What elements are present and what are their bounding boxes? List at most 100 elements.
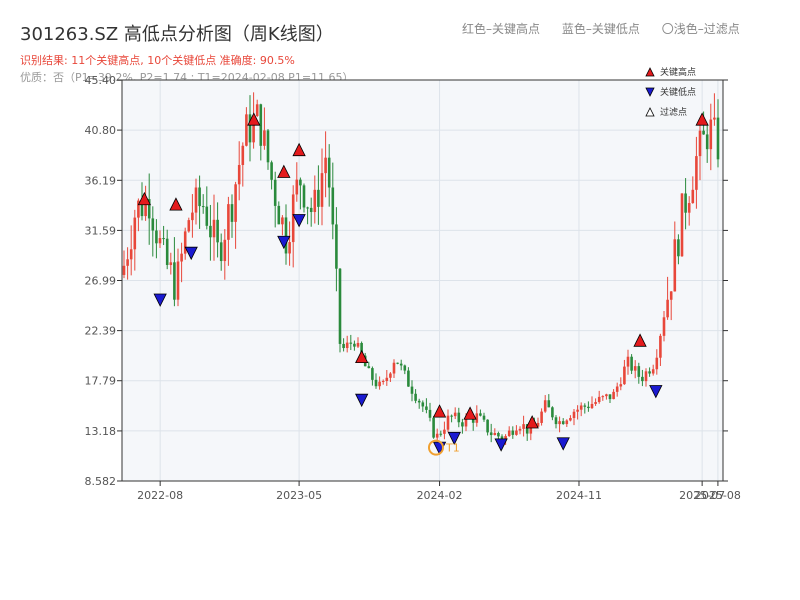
candle-body — [219, 242, 223, 262]
candle-body — [507, 430, 511, 437]
candle-body — [450, 415, 453, 417]
candle-body — [684, 193, 687, 213]
candle-body — [320, 173, 324, 207]
legend-red-text: 红色–关键高点 — [462, 22, 541, 36]
candle-body — [342, 343, 345, 349]
candle-body — [237, 164, 241, 185]
key-high-marker — [463, 406, 477, 420]
candle-body — [597, 396, 601, 403]
candle-body — [133, 217, 137, 250]
top-legend: 红色–关键高点 蓝色–关键低点 〇浅色–过滤点 — [462, 20, 758, 37]
candle-body — [234, 184, 237, 222]
candle-body — [201, 206, 205, 208]
key-high-marker — [169, 197, 183, 211]
candle-body — [594, 402, 597, 404]
candle-body — [486, 419, 489, 433]
candle-body — [288, 242, 291, 254]
candle-body — [504, 436, 507, 440]
candle-body — [302, 185, 306, 208]
candle-body — [129, 249, 133, 260]
key-low-marker — [184, 246, 198, 261]
key-low-marker — [153, 293, 167, 307]
candle-body — [705, 134, 709, 150]
candle-body — [223, 239, 227, 262]
candle-body — [576, 409, 579, 412]
candle-body — [579, 405, 583, 410]
candle-body — [655, 357, 659, 370]
candle-body — [464, 417, 468, 427]
candle-body — [173, 262, 176, 300]
candle-body — [284, 217, 288, 254]
x-tick-label: 2025-08 — [695, 489, 741, 502]
candle-body — [255, 104, 259, 117]
candle-body — [702, 130, 705, 135]
candle-body — [698, 130, 702, 157]
candle-body — [176, 261, 180, 300]
candle-body — [619, 384, 623, 387]
candle-body — [227, 204, 230, 240]
key-low-marker — [494, 438, 508, 452]
y-tick-label: 13.18 — [85, 425, 117, 438]
key-high-marker — [277, 164, 291, 178]
candle-body — [230, 204, 234, 222]
y-tick-label: 36.19 — [85, 174, 117, 187]
summary-text: 识别结果: 11个关键高点, 10个关键低点 准确度: 90.5% — [20, 54, 295, 67]
candle-body — [641, 376, 644, 382]
legend-marker — [645, 67, 655, 77]
candle-body — [525, 424, 529, 434]
candle-body — [155, 230, 158, 244]
candle-body — [194, 187, 198, 213]
key-high-marker — [525, 415, 539, 429]
key-low-marker — [649, 385, 663, 399]
key-low-marker — [556, 437, 570, 451]
legend-marker — [645, 107, 655, 117]
candle-body — [551, 407, 554, 418]
candle-body — [126, 259, 129, 266]
candle-body — [515, 430, 518, 435]
candle-body — [147, 199, 151, 219]
x-tick-label: 2024-11 — [556, 489, 602, 502]
candle-body — [608, 394, 612, 400]
candle-body — [691, 189, 695, 204]
candle-body — [489, 432, 493, 436]
candle-body — [273, 179, 277, 206]
y-tick-label: 17.79 — [85, 375, 117, 388]
t1-label: T1 — [445, 442, 460, 455]
candle-body — [669, 291, 673, 300]
candle-body — [475, 413, 479, 423]
candle-body — [306, 207, 309, 209]
candle-body — [407, 370, 410, 387]
key-high-marker — [355, 349, 369, 364]
candle-body — [457, 412, 461, 423]
x-tick-label: 2025-07 — [679, 489, 725, 502]
candle-body — [695, 156, 698, 190]
candle-body — [666, 299, 669, 318]
candle-body — [165, 238, 169, 265]
key-high-marker — [292, 142, 306, 157]
candle-body — [356, 342, 360, 347]
candle-body — [633, 366, 637, 371]
candle-body — [317, 189, 320, 207]
candle-body — [399, 363, 403, 366]
t1-circle — [427, 439, 444, 456]
candle-body — [558, 421, 561, 425]
candle-body — [360, 342, 363, 356]
candle-body — [277, 205, 281, 225]
candle-body — [381, 380, 385, 382]
candle-body — [605, 394, 608, 397]
legend-marker — [645, 87, 655, 97]
candle-body — [648, 371, 651, 374]
candle-body — [479, 413, 482, 416]
candle-body — [601, 396, 605, 398]
legend-blue-text: 蓝色–关键低点 — [561, 22, 640, 36]
candle-body — [291, 194, 295, 243]
key-low-marker — [447, 431, 461, 446]
candle-body — [410, 386, 414, 394]
candle-body — [716, 117, 720, 160]
candle-body — [612, 391, 615, 400]
candle-body — [471, 418, 475, 423]
candle-body — [191, 212, 194, 221]
candle-body — [421, 402, 425, 407]
candle-body — [644, 371, 648, 382]
candle-body — [561, 421, 565, 425]
